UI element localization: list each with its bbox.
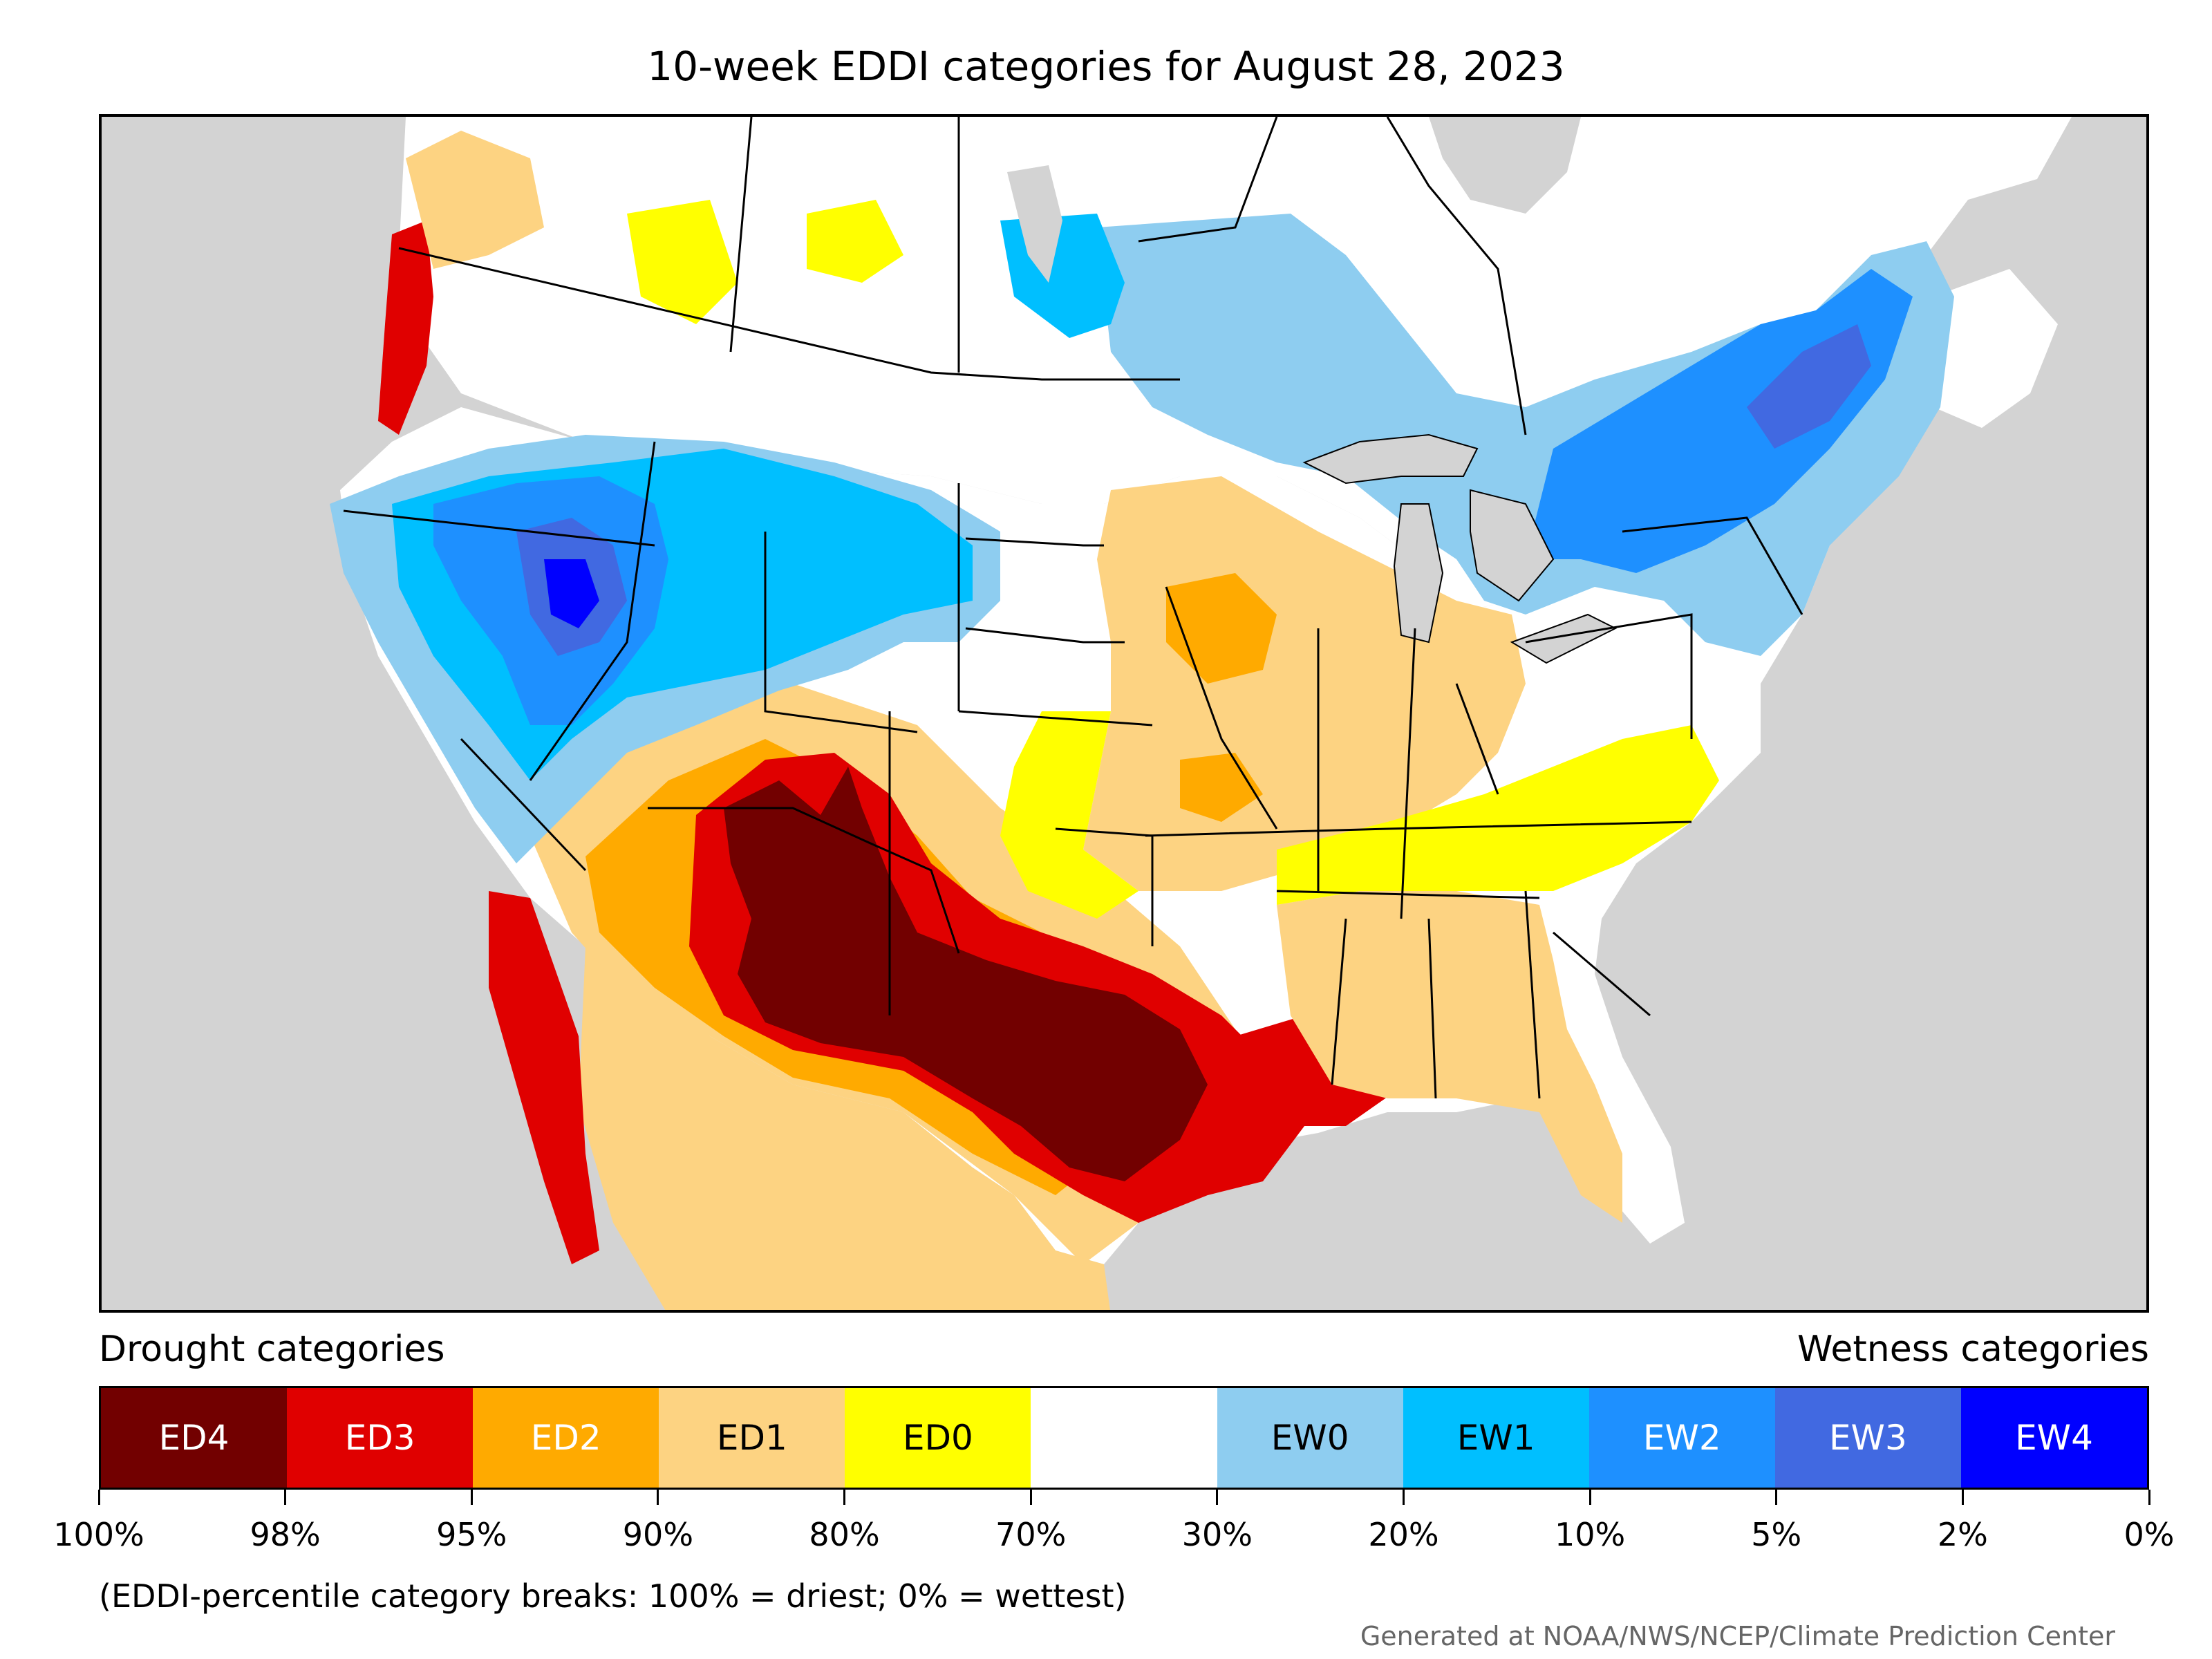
ed1-southeast	[1277, 891, 1622, 1223]
ew3-st-lawrence	[1747, 324, 1871, 449]
category-swatch: EW3	[1774, 1388, 1961, 1488]
ed2-missouri	[1180, 753, 1263, 822]
category-swatch: EW2	[1588, 1388, 1775, 1488]
tick-mark	[1402, 1490, 1405, 1505]
tick-label: 30%	[1181, 1516, 1253, 1553]
tick-mark	[284, 1490, 287, 1505]
lake-michigan	[1393, 503, 1444, 644]
map-canvas	[102, 117, 2146, 1310]
drought-categories-heading: Drought categories	[99, 1329, 445, 1370]
category-colorbar: ED4 ED3 ED2 ED1 ED0 EW0 EW1 EW2 EW3 EW4	[99, 1386, 2149, 1490]
baja-california	[489, 891, 599, 1264]
category-swatch: ED0	[845, 1388, 1031, 1488]
category-swatch: EW4	[1960, 1388, 2148, 1488]
category-swatch: ED1	[659, 1388, 845, 1488]
tick-label: 95%	[436, 1516, 507, 1553]
tick-label: 0%	[2124, 1516, 2175, 1553]
category-swatch	[1031, 1388, 1217, 1488]
ed4-core	[724, 767, 1208, 1181]
tick-label: 5%	[1751, 1516, 1802, 1553]
tick-mark	[2148, 1490, 2150, 1505]
lake-superior	[1302, 433, 1479, 485]
tick-label: 80%	[809, 1516, 880, 1553]
ew4-idaho-core	[544, 559, 599, 628]
lake-erie	[1510, 613, 1618, 664]
tick-mark	[1029, 1490, 1032, 1505]
tick-mark	[97, 1490, 100, 1505]
tick-mark	[843, 1490, 846, 1505]
ed2-iowa	[1166, 573, 1277, 684]
mexico-landmass	[579, 946, 1110, 1310]
tick-mark	[1216, 1490, 1219, 1505]
tick-mark	[470, 1490, 473, 1505]
tick-label: 100%	[53, 1516, 144, 1553]
tick-mark	[1588, 1490, 1591, 1505]
tick-label: 70%	[995, 1516, 1067, 1553]
category-swatch: EW1	[1403, 1388, 1589, 1488]
tick-label: 2%	[1937, 1516, 1988, 1553]
political-borders	[343, 117, 1803, 1099]
percentile-ticks: 100% 98% 95% 90% 80% 70% 30% 20% 10% 5% 2% 0%	[53, 1490, 2174, 1553]
ed0-sask	[807, 200, 903, 283]
ed1-pnw	[406, 131, 544, 269]
tick-label: 98%	[250, 1516, 321, 1553]
lake-huron	[1470, 489, 1555, 602]
category-swatch: ED2	[473, 1388, 659, 1488]
tick-mark	[1775, 1490, 1778, 1505]
category-breaks-note: (EDDI-percentile category breaks: 100% =…	[99, 1577, 1127, 1615]
ed0-montana	[627, 200, 738, 324]
tick-label: 20%	[1368, 1516, 1439, 1553]
tick-mark	[1961, 1490, 1964, 1505]
tick-mark	[657, 1490, 659, 1505]
eddi-map	[99, 114, 2149, 1313]
wetness-categories-heading: Wetness categories	[1797, 1329, 2149, 1370]
ed3-oregon-coast	[378, 221, 433, 435]
tick-label: 90%	[622, 1516, 694, 1553]
hudson-bay	[1429, 117, 1581, 214]
category-swatch: ED4	[101, 1388, 288, 1488]
tick-label: 10%	[1554, 1516, 1626, 1553]
category-swatch: ED3	[287, 1388, 474, 1488]
lake-winnipeg	[1007, 165, 1062, 283]
map-title: 10-week EDDI categories for August 28, 2…	[647, 43, 1565, 90]
ed0-band-east	[1277, 725, 1719, 905]
credit-line: Generated at NOAA/NWS/NCEP/Climate Predi…	[1360, 1621, 2115, 1651]
ed0-plains	[1000, 711, 1138, 919]
category-swatch: EW0	[1217, 1388, 1403, 1488]
